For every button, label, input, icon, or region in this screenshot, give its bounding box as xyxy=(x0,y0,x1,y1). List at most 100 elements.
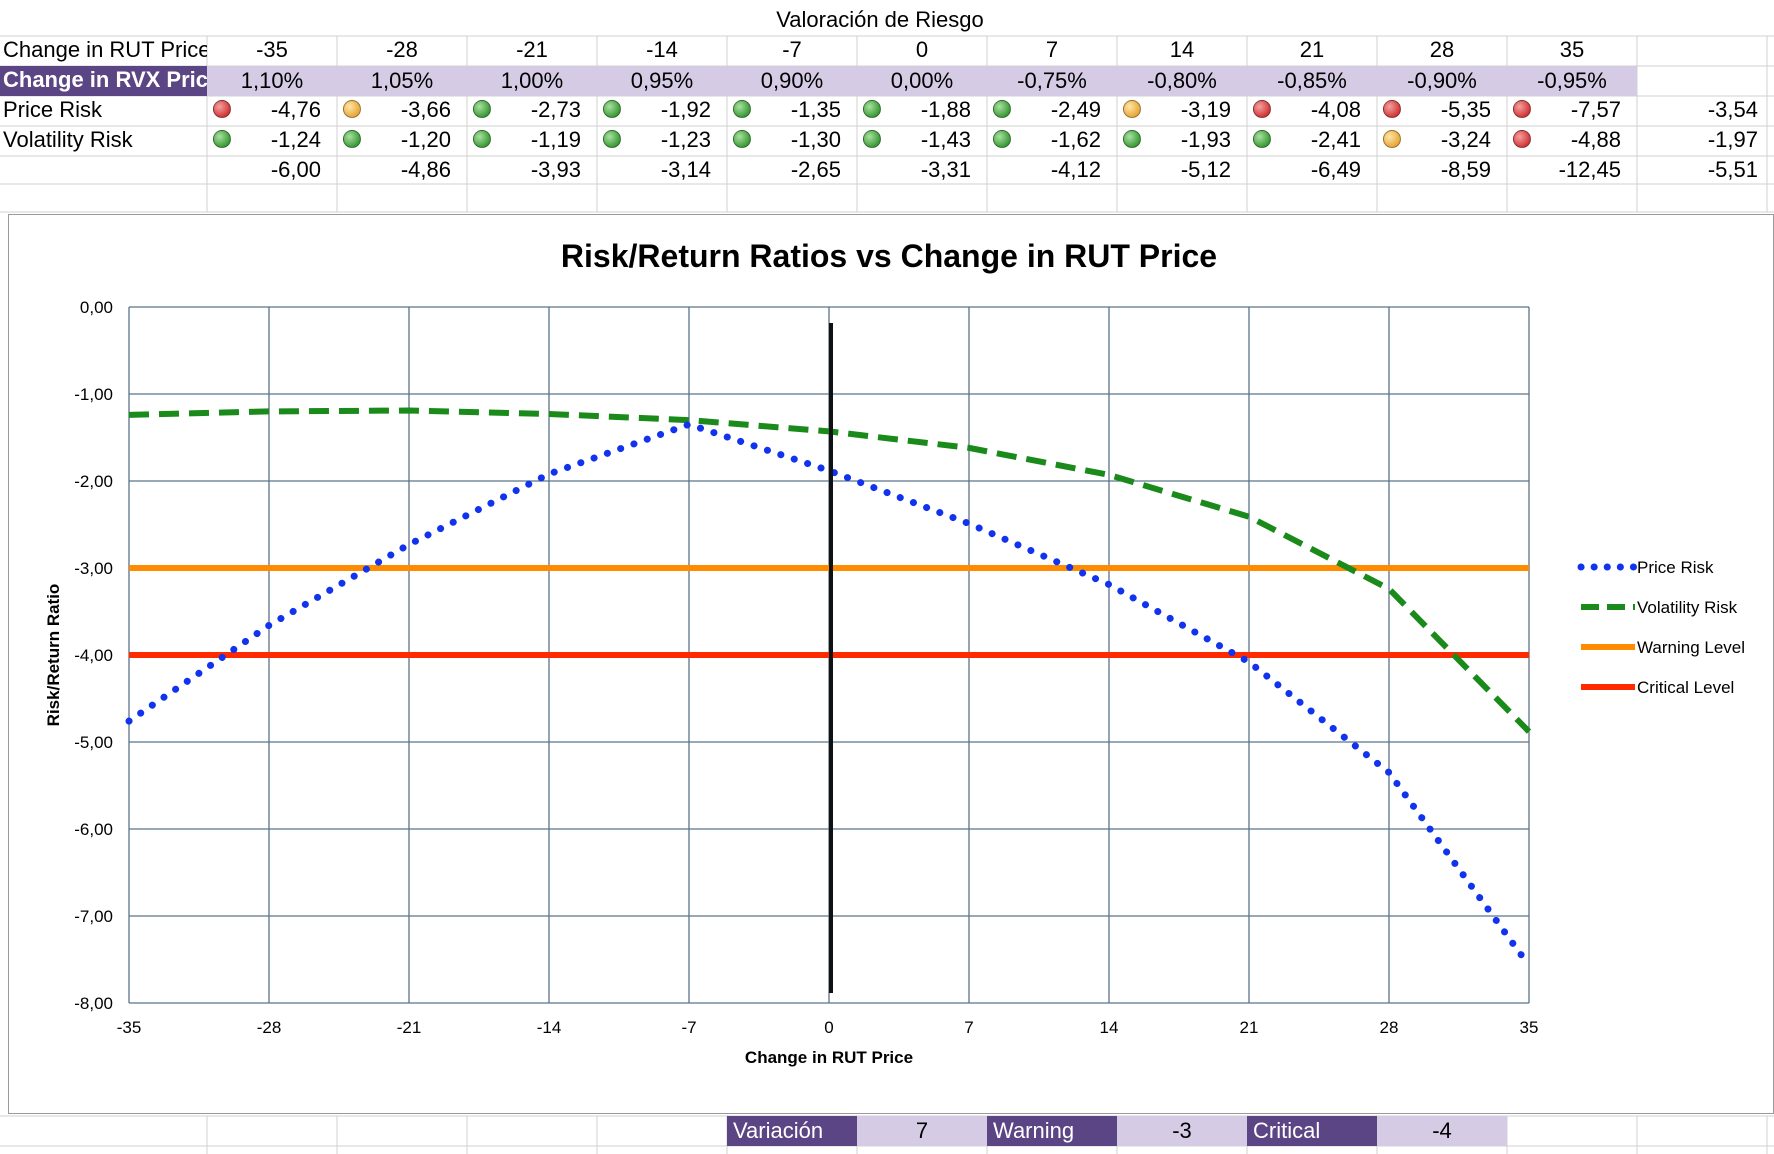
volatility-risk-cell[interactable]: -1,24 xyxy=(207,126,337,154)
price-risk-cell[interactable]: -1,92 xyxy=(597,96,727,124)
price-risk-extra[interactable]: -3,54 xyxy=(1707,97,1758,122)
price-risk-cell[interactable]: -7,57 xyxy=(1507,96,1637,124)
volatility-risk-cell[interactable]: -1,43 xyxy=(857,126,987,154)
price-risk-cell[interactable]: -5,35 xyxy=(1377,96,1507,124)
price-risk-status-icon xyxy=(733,100,751,118)
volatility-risk-cell[interactable]: -1,62 xyxy=(987,126,1117,154)
volatility-risk-cell-value: -1,20 xyxy=(400,127,451,152)
total-risk-cell[interactable]: -4,12 xyxy=(987,156,1117,184)
total-risk-cell[interactable]: -6,00 xyxy=(207,156,337,184)
price-risk-cell[interactable]: -3,19 xyxy=(1117,96,1247,124)
rvx-change-cell[interactable]: 0,90% xyxy=(727,66,857,96)
volatility-risk-cell[interactable]: -4,88 xyxy=(1507,126,1637,154)
volatility-risk-cell[interactable]: -3,24 xyxy=(1377,126,1507,154)
volatility-risk-status-icon xyxy=(993,130,1011,148)
rut-change-cell[interactable]: -7 xyxy=(727,36,857,64)
rvx-change-cell[interactable]: 1,00% xyxy=(467,66,597,96)
legend-label: Volatility Risk xyxy=(1637,598,1738,617)
price-risk-status-icon xyxy=(213,100,231,118)
y-tick-label: -8,00 xyxy=(74,994,113,1013)
rut-change-cell[interactable]: 7 xyxy=(987,36,1117,64)
total-risk-cell[interactable]: -3,93 xyxy=(467,156,597,184)
rut-change-cell[interactable]: -14 xyxy=(597,36,727,64)
rut-change-cell-value: 28 xyxy=(1429,37,1455,62)
total-risk-cell[interactable]: -4,86 xyxy=(337,156,467,184)
rvx-change-cell[interactable]: 0,00% xyxy=(857,66,987,96)
total-risk-cell[interactable]: -6,49 xyxy=(1247,156,1377,184)
totals-extra[interactable]: -5,51 xyxy=(1707,157,1758,182)
total-risk-cell-value: -4,12 xyxy=(1050,157,1101,182)
rut-change-cell[interactable]: 0 xyxy=(857,36,987,64)
price-risk-cell[interactable]: -1,88 xyxy=(857,96,987,124)
volatility-risk-cell[interactable]: -1,30 xyxy=(727,126,857,154)
rvx-change-cell-value: -0,95% xyxy=(1537,68,1607,93)
volatility-risk-cell-value: -2,41 xyxy=(1310,127,1361,152)
total-risk-cell[interactable]: -8,59 xyxy=(1377,156,1507,184)
rvx-change-cell[interactable]: -0,85% xyxy=(1247,66,1377,96)
rut-change-cell[interactable]: -21 xyxy=(467,36,597,64)
row-label-rut: Change in RUT Price xyxy=(3,37,207,62)
warning-value[interactable]: -3 xyxy=(1117,1116,1247,1146)
total-risk-cell-value: -3,31 xyxy=(920,157,971,182)
price-risk-cell[interactable]: -4,08 xyxy=(1247,96,1377,124)
price-risk-cell[interactable]: -2,73 xyxy=(467,96,597,124)
total-risk-cell-value: -3,14 xyxy=(660,157,711,182)
rut-change-cell-value: 7 xyxy=(1045,37,1059,62)
rvx-change-cell[interactable]: 0,95% xyxy=(597,66,727,96)
volatility-risk-cell-value: -3,24 xyxy=(1440,127,1491,152)
chart-container[interactable]: Risk/Return Ratios vs Change in RUT Pric… xyxy=(8,214,1774,1114)
price-risk-cell-value: -2,49 xyxy=(1050,97,1101,122)
total-risk-cell[interactable]: -5,12 xyxy=(1117,156,1247,184)
legend-label: Warning Level xyxy=(1637,638,1745,657)
price-risk-cell[interactable]: -4,76 xyxy=(207,96,337,124)
x-tick-label: 7 xyxy=(964,1018,973,1037)
volatility-risk-cell[interactable]: -1,93 xyxy=(1117,126,1247,154)
legend-label: Critical Level xyxy=(1637,678,1734,697)
price-risk-cell[interactable]: -1,35 xyxy=(727,96,857,124)
rvx-change-cell[interactable]: 1,10% xyxy=(207,66,337,96)
rut-change-cell-value: 21 xyxy=(1299,37,1325,62)
price-risk-cell[interactable]: -3,66 xyxy=(337,96,467,124)
price-risk-cell[interactable]: -2,49 xyxy=(987,96,1117,124)
volatility-risk-cell-value: -1,19 xyxy=(530,127,581,152)
rvx-change-cell[interactable]: -0,95% xyxy=(1507,66,1637,96)
price-risk-status-icon xyxy=(863,100,881,118)
volatility-risk-extra[interactable]: -1,97 xyxy=(1707,127,1758,152)
price-risk-status-icon xyxy=(1253,100,1271,118)
volatility-risk-cell[interactable]: -1,23 xyxy=(597,126,727,154)
total-risk-cell[interactable]: -3,14 xyxy=(597,156,727,184)
rut-change-cell[interactable]: 28 xyxy=(1377,36,1507,64)
volatility-risk-status-icon xyxy=(733,130,751,148)
rut-change-cell[interactable]: 21 xyxy=(1247,36,1377,64)
volatility-risk-cell-value: -4,88 xyxy=(1570,127,1621,152)
volatility-risk-cell[interactable]: -1,19 xyxy=(467,126,597,154)
rut-change-cell-value: -28 xyxy=(386,37,418,62)
total-risk-cell[interactable]: -3,31 xyxy=(857,156,987,184)
rvx-change-cell[interactable]: -0,80% xyxy=(1117,66,1247,96)
rut-change-cell[interactable]: 14 xyxy=(1117,36,1247,64)
rvx-change-cell[interactable]: -0,75% xyxy=(987,66,1117,96)
x-tick-label: 28 xyxy=(1380,1018,1399,1037)
volatility-risk-status-icon xyxy=(1383,130,1401,148)
volatility-risk-status-icon xyxy=(213,130,231,148)
legend-label: Price Risk xyxy=(1637,558,1714,577)
rut-change-cell[interactable]: -35 xyxy=(207,36,337,64)
rut-change-cell[interactable]: -28 xyxy=(337,36,467,64)
variacion-value[interactable]: 7 xyxy=(857,1116,987,1146)
total-risk-cell-value: -12,45 xyxy=(1558,157,1621,182)
rvx-change-cell-value: -0,90% xyxy=(1407,68,1477,93)
rvx-change-cell[interactable]: -0,90% xyxy=(1377,66,1507,96)
rut-change-cell[interactable]: 35 xyxy=(1507,36,1637,64)
rvx-change-cell-value: 1,05% xyxy=(370,68,434,93)
critical-value[interactable]: -4 xyxy=(1377,1116,1507,1146)
volatility-risk-cell[interactable]: -2,41 xyxy=(1247,126,1377,154)
price-risk-cell-value: -4,76 xyxy=(270,97,321,122)
rvx-change-cell[interactable]: 1,05% xyxy=(337,66,467,96)
y-tick-label: -7,00 xyxy=(74,907,113,926)
rut-change-cell-value: -21 xyxy=(516,37,548,62)
y-tick-label: -6,00 xyxy=(74,820,113,839)
total-risk-cell[interactable]: -2,65 xyxy=(727,156,857,184)
total-risk-cell[interactable]: -12,45 xyxy=(1507,156,1637,184)
volatility-risk-cell[interactable]: -1,20 xyxy=(337,126,467,154)
x-tick-label: -21 xyxy=(397,1018,422,1037)
